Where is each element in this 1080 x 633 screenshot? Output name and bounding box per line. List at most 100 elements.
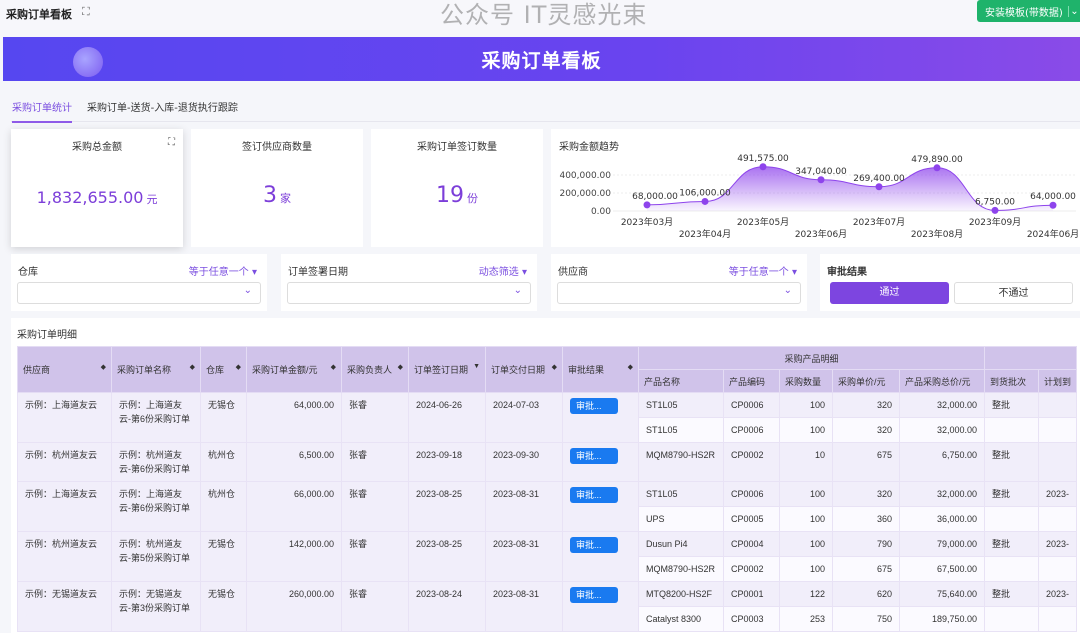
filter-operator[interactable]: 等于任意一个 ▾: [188, 267, 257, 278]
item-cell: [1037, 606, 1078, 632]
column-header[interactable]: 采购数量: [779, 369, 833, 393]
approve-button[interactable]: 审批...: [570, 537, 618, 553]
supplier-cell: 示例：杭州道友云: [17, 531, 112, 582]
x-tick-label: 2024年06月: [1027, 228, 1079, 240]
column-header[interactable]: 计划到: [1037, 369, 1078, 393]
owner-cell: 张睿: [341, 481, 409, 532]
data-point: [991, 206, 999, 214]
column-header[interactable]: ▼ 订单签订日期: [408, 346, 486, 393]
order-table: ◆ 供应商 ◆ 采购订单名称 ◆ 仓库 ◆ 采购订单金额/元 ◆ 采购负责人 ▼ 订单签订日期 ◆ 订单交…: [17, 346, 1078, 632]
item-cell: 100: [779, 556, 833, 582]
item-cell: 675: [832, 556, 900, 582]
item-cell: 整批: [984, 481, 1039, 507]
supplier-cell: 示例：上海道友云: [17, 481, 112, 532]
table-row: UPS CP0005 100 360 36,000.00: [18, 506, 1078, 532]
date-select[interactable]: ⌄: [287, 282, 531, 304]
fullscreen-icon[interactable]: ⛶: [82, 5, 90, 18]
fullscreen-icon[interactable]: ⛶: [168, 137, 175, 148]
x-tick-label: 2023年09月: [969, 216, 1021, 228]
item-cell: CP0001: [723, 581, 780, 607]
column-header[interactable]: 产品编码: [723, 369, 780, 393]
item-cell: CP0006: [723, 481, 780, 507]
item-cell: 100: [779, 481, 833, 507]
approve-button[interactable]: 审批...: [570, 487, 618, 503]
kpi-label: 采购订单签订数量: [417, 142, 497, 153]
column-header-label: 采购订单金额/元: [252, 365, 318, 375]
item-cell: [1037, 556, 1078, 582]
filter-operator[interactable]: 等于任意一个 ▾: [728, 267, 797, 278]
item-cell: CP0002: [723, 556, 780, 582]
tab-order-tracking[interactable]: 采购订单-送货-入库-退货执行跟踪: [87, 103, 238, 114]
tab-order-stats[interactable]: 采购订单统计: [12, 99, 72, 123]
order-name-cell: 示例：杭州道友云-第5份采购订单: [111, 531, 201, 582]
approve-button[interactable]: 审批...: [570, 448, 618, 464]
item-cell: 100: [779, 531, 833, 557]
column-header[interactable]: ◆ 采购负责人: [341, 346, 409, 393]
sort-icon[interactable]: ◆: [330, 364, 336, 371]
x-tick-label: 2023年08月: [911, 228, 963, 240]
item-cell: MQM8790-HS2R: [638, 442, 724, 482]
order-name-cell: 示例：上海道友云-第6份采购订单: [111, 481, 201, 532]
column-header[interactable]: 产品名称: [638, 369, 724, 393]
section-title: 采购订单明细: [17, 330, 77, 341]
filter-label: 供应商: [558, 267, 588, 278]
sort-icon[interactable]: ▼: [473, 363, 480, 370]
data-point: [1049, 201, 1057, 209]
filter-label: 审批结果: [827, 267, 867, 278]
x-tick-label: 2023年07月: [853, 216, 905, 228]
data-point: [875, 183, 883, 191]
item-cell: CP0003: [723, 606, 780, 632]
item-cell: 2023-: [1037, 531, 1078, 557]
warehouse-select[interactable]: ⌄: [17, 282, 261, 304]
column-header[interactable]: 到货批次: [984, 369, 1039, 393]
supplier-select[interactable]: ⌄: [557, 282, 801, 304]
owner-cell: 张睿: [341, 531, 409, 582]
top-bar: 采购订单看板 ⛶ 安装模板(带数据) ⌄: [0, 0, 1080, 30]
column-header[interactable]: 产品采购总价/元: [899, 369, 985, 393]
column-header[interactable]: ◆ 审批结果: [562, 346, 639, 393]
y-tick-label: 0.00: [591, 207, 611, 217]
item-cell: 100: [779, 392, 833, 418]
data-point: [701, 197, 709, 205]
sort-icon[interactable]: ◆: [627, 364, 633, 371]
install-template-button[interactable]: 安装模板(带数据) ⌄: [977, 0, 1080, 22]
item-cell: ST1L05: [638, 392, 724, 418]
approve-reject-button[interactable]: 不通过: [954, 282, 1073, 304]
approve-button[interactable]: 审批...: [570, 398, 618, 414]
data-label: 491,575.00: [737, 154, 789, 164]
area-fill: [647, 166, 1053, 211]
column-header[interactable]: 采购单价/元: [832, 369, 900, 393]
y-tick-label: 400,000.00: [559, 171, 611, 181]
data-point: [817, 176, 825, 184]
filter-operator[interactable]: 动态筛选 ▾: [478, 267, 527, 278]
column-header[interactable]: ◆ 供应商: [17, 346, 112, 393]
sort-icon[interactable]: ◆: [235, 364, 241, 371]
item-cell: 整批: [984, 531, 1039, 557]
item-cell: UPS: [638, 506, 724, 532]
item-cell: 122: [779, 581, 833, 607]
x-tick-label: 2023年03月: [621, 216, 673, 228]
approve-button[interactable]: 审批...: [570, 587, 618, 603]
data-label: 347,040.00: [795, 167, 847, 177]
order-name-cell: 示例：杭州道友云-第6份采购订单: [111, 442, 201, 482]
column-header[interactable]: ◆ 仓库: [200, 346, 247, 393]
column-header[interactable]: ◆ 采购订单名称: [111, 346, 201, 393]
sort-icon[interactable]: ◆: [397, 364, 403, 371]
supplier-cell: 示例：无锡道友云: [17, 581, 112, 632]
order-name-cell: 示例：无锡道友云-第3份采购订单: [111, 581, 201, 632]
amount-cell: 66,000.00: [246, 481, 342, 532]
owner-cell: 张睿: [341, 392, 409, 443]
column-header[interactable]: ◆ 采购订单金额/元: [246, 346, 342, 393]
deliver-date-cell: 2023-09-30: [485, 442, 563, 482]
item-cell: 100: [779, 417, 833, 443]
sort-icon[interactable]: ◆: [100, 364, 106, 371]
column-header[interactable]: ◆ 订单交付日期: [485, 346, 563, 393]
filter-supplier: 供应商 等于任意一个 ▾ ⌄: [551, 254, 807, 311]
data-point: [933, 164, 941, 172]
item-cell: Dusun Pi4: [638, 531, 724, 557]
item-cell: 320: [832, 481, 900, 507]
chevron-down-icon[interactable]: ⌄: [1068, 5, 1080, 17]
sort-icon[interactable]: ◆: [551, 364, 557, 371]
sort-icon[interactable]: ◆: [189, 364, 195, 371]
approve-pass-button[interactable]: 通过: [830, 282, 949, 304]
